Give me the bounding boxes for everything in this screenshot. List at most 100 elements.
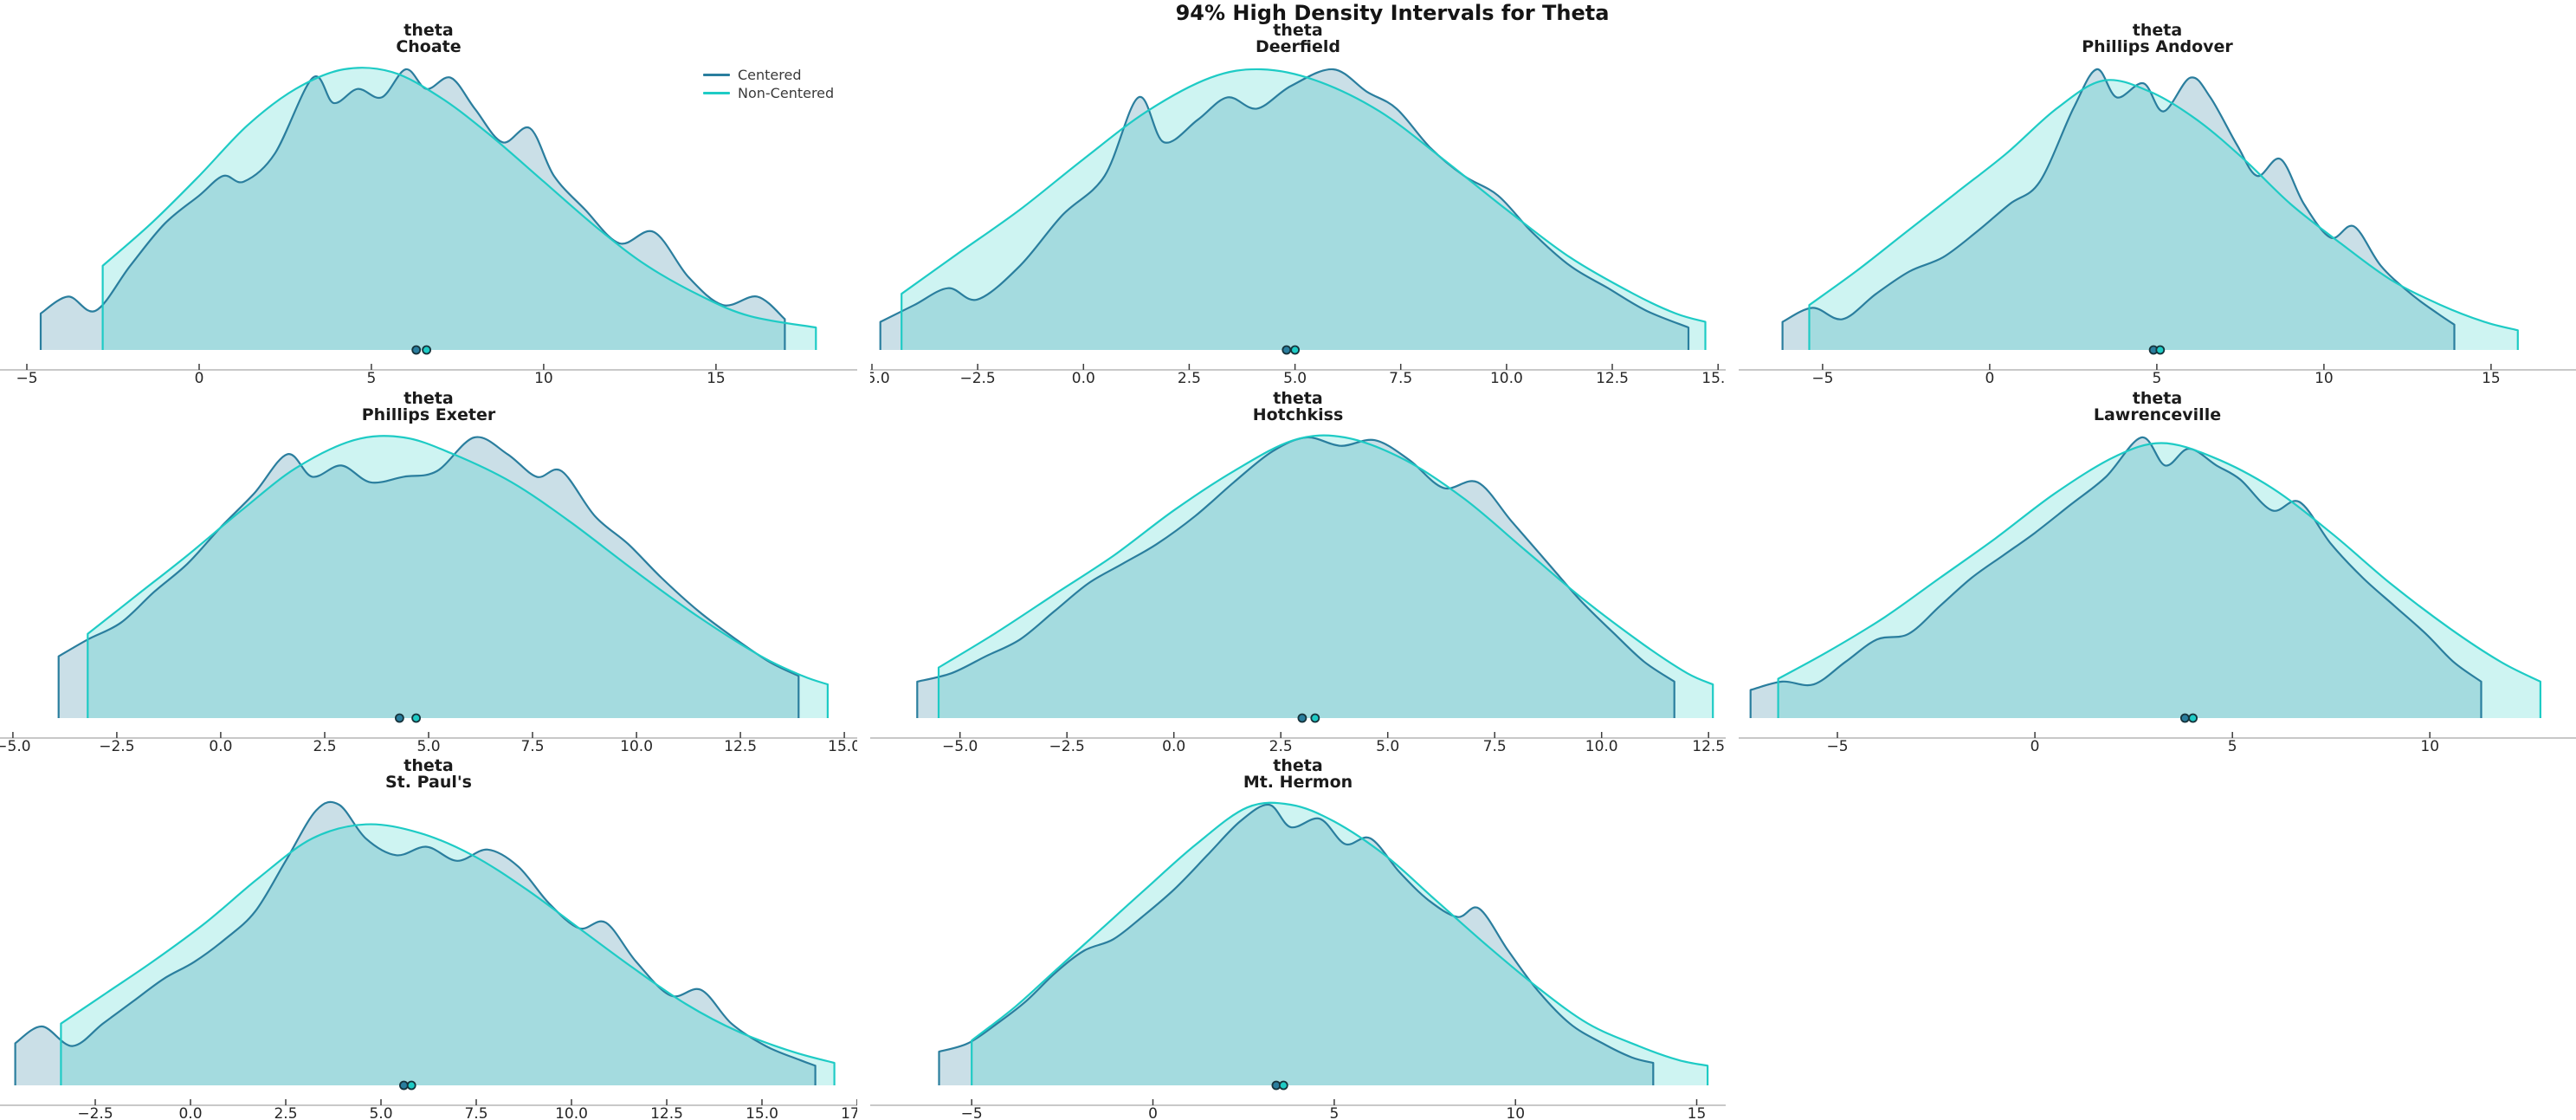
x-tick-label: −2.5: [99, 738, 134, 754]
subplot-title-group: Deerfield: [1256, 37, 1340, 56]
non-centered-density-area: [61, 824, 835, 1085]
subplot-title-variable: theta: [1273, 21, 1323, 40]
centered-density-area: [917, 437, 1675, 718]
density-plot: −5.0 −2.5 0.0 2.5 5.0 7.5 10.0 12.5 15.0: [870, 68, 1726, 387]
x-tick-label: 0: [2030, 738, 2040, 754]
legend: Centered Non-Centered: [703, 66, 834, 102]
centered-point-estimate-dot: [2180, 713, 2190, 723]
x-tick-label: 15: [707, 370, 726, 387]
subplot-title-group: St. Paul's: [384, 773, 472, 792]
x-tick-label: 10: [1506, 1105, 1525, 1120]
x-tick-label: 7.5: [1483, 738, 1507, 754]
x-tick-label: 10.0: [620, 738, 653, 754]
x-tick-label: 2.5: [313, 738, 336, 754]
subplot-title-group: Lawrenceville: [2093, 405, 2222, 424]
subplot-title: theta Mt. Hermon: [870, 758, 1726, 791]
centered-point-estimate-dot: [1282, 345, 1292, 355]
subplot-title: theta Deerfield: [870, 23, 1726, 55]
non-centered-point-estimate-dot: [1278, 1080, 1288, 1091]
x-tick-label: 5: [1329, 1105, 1339, 1120]
x-tick-label: 12.5: [650, 1105, 683, 1120]
x-tick-label: 7.5: [520, 738, 544, 754]
empty-subplot-cell: [1739, 754, 2576, 1120]
x-tick-label: 5.0: [1283, 370, 1307, 387]
x-tick-label: 10.0: [555, 1105, 588, 1120]
non-centered-density-line: [937, 434, 1714, 718]
x-tick-label: 2.5: [1269, 738, 1293, 754]
centered-density-line: [938, 803, 1655, 1085]
density-plot: −5 0 5 10 15: [0, 67, 857, 387]
x-tick-label: 0.0: [1072, 370, 1095, 387]
subplot: theta Deerfield −5.0 −2.5 0.0 2.5 5.0 7.5 10.0…: [870, 0, 1726, 387]
x-tick-label: 5: [366, 370, 376, 387]
centered-density-area: [1782, 68, 2455, 350]
non-centered-point-estimate-dot: [2188, 713, 2198, 723]
non-centered-point-estimate-dot: [1290, 345, 1301, 355]
legend-label: Non-Centered: [738, 84, 835, 101]
non-centered-density-line: [971, 801, 1709, 1085]
x-tick-label: 5.0: [416, 738, 440, 754]
subplot-title: theta Choate: [0, 23, 857, 55]
non-centered-density-area: [1809, 80, 2518, 350]
density-plot: −5 0 5 10 15: [1739, 68, 2576, 387]
non-centered-density-line: [901, 68, 1707, 350]
centered-density-line: [1781, 68, 2456, 350]
x-tick-label: 15: [2482, 370, 2501, 387]
x-tick-label: 10.0: [1490, 370, 1523, 387]
non-centered-density-area: [102, 68, 817, 350]
centered-density-line: [1749, 436, 2482, 718]
subplot-title-group: Phillips Andover: [2082, 37, 2233, 56]
non-centered-density-line: [60, 823, 836, 1085]
x-tick-label: 2.5: [1178, 370, 1201, 387]
x-tick-label: −2.5: [959, 370, 995, 387]
x-tick-label: 12.5: [1596, 370, 1629, 387]
subplot: theta Lawrenceville −5 0 5 10: [1739, 387, 2576, 754]
subplot: theta Hotchkiss −5.0 −2.5 0.0 2.5 5.0 7.5 10.0…: [870, 387, 1726, 754]
subplot-title-variable: theta: [2132, 389, 2183, 408]
non-centered-density-line: [101, 67, 817, 350]
non-centered-density-line: [87, 435, 829, 718]
subplot-title-variable: theta: [1273, 389, 1323, 408]
x-tick-label: 0.0: [178, 1105, 202, 1120]
x-tick-label: −5: [961, 1105, 983, 1120]
centered-density-line: [57, 436, 800, 718]
non-centered-density-line: [1808, 79, 2519, 350]
centered-point-estimate-dot: [1297, 713, 1307, 723]
x-tick-label: 5: [2228, 738, 2237, 754]
x-tick-label: 15: [1688, 1105, 1707, 1120]
non-centered-line-swatch-icon: [703, 92, 730, 94]
subplot-title-variable: theta: [404, 21, 454, 40]
centered-density-area: [939, 804, 1654, 1085]
x-tick-label: 10: [2420, 738, 2439, 754]
subplot-title-group: Phillips Exeter: [361, 405, 496, 424]
x-tick-label: 0: [1985, 370, 1994, 387]
subplot-title: theta Phillips Exeter: [0, 391, 857, 424]
x-tick-label: 0: [1148, 1105, 1158, 1120]
x-tick-label: 0.0: [209, 738, 232, 754]
legend-item-centered: Centered: [703, 66, 834, 84]
figure-title: 94% High Density Intervals for Theta: [1175, 1, 1610, 25]
x-tick-label: 15.0: [828, 738, 857, 754]
non-centered-density-area: [972, 802, 1708, 1085]
x-tick-label: 12.5: [724, 738, 757, 754]
x-tick-label: 5.0: [1376, 738, 1399, 754]
non-centered-point-estimate-dot: [2155, 345, 2166, 355]
x-tick-label: 0: [195, 370, 204, 387]
centered-line-swatch-icon: [703, 74, 730, 76]
legend-item-non-centered: Non-Centered: [703, 84, 834, 102]
x-tick-label: 5.0: [369, 1105, 392, 1120]
x-tick-label: 10: [2315, 370, 2334, 387]
centered-density-area: [15, 801, 816, 1085]
x-tick-label: 15.0: [746, 1105, 778, 1120]
centered-density-line: [879, 68, 1690, 350]
non-centered-density-area: [939, 435, 1714, 718]
centered-density-line: [14, 800, 817, 1085]
non-centered-density-line: [1777, 442, 2541, 718]
x-tick-label: −5: [16, 370, 37, 387]
subplot-title-group: Hotchkiss: [1252, 405, 1344, 424]
non-centered-density-area: [87, 436, 828, 718]
density-plot: −5.0 −2.5 0.0 2.5 5.0 7.5 10.0 12.5 15.0: [0, 435, 857, 754]
subplot-title-group: Mt. Hermon: [1243, 773, 1353, 792]
legend-label: Centered: [738, 66, 802, 83]
non-centered-density-area: [901, 68, 1706, 350]
